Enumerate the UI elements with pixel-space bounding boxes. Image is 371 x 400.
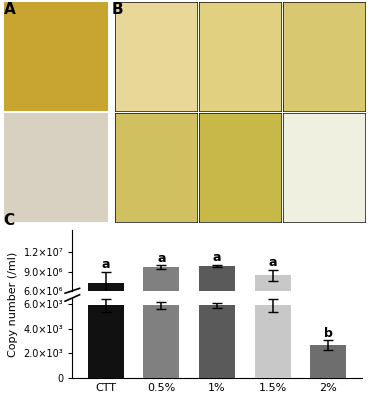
Text: b: b	[324, 327, 333, 340]
Title: CTT+0.5%NaCl: CTT+0.5%NaCl	[211, 0, 269, 1]
Bar	[199, 305, 235, 378]
Text: B: B	[111, 2, 123, 17]
Bar	[143, 267, 180, 329]
Text: a: a	[269, 256, 277, 269]
Bar	[88, 305, 124, 378]
Bar	[255, 276, 291, 329]
Text: a: a	[102, 258, 110, 271]
Text: C: C	[4, 213, 15, 228]
Text: A: A	[4, 2, 16, 17]
Bar	[199, 266, 235, 329]
Bar	[255, 305, 291, 378]
Title: CTT+1%NaCl: CTT+1%NaCl	[299, 0, 349, 1]
Text: a: a	[213, 251, 221, 264]
Bar	[310, 345, 347, 378]
Bar	[143, 305, 180, 378]
Bar	[88, 283, 124, 329]
Text: Copy number (/ml): Copy number (/ml)	[8, 251, 18, 357]
Title: CTT: CTT	[149, 0, 163, 1]
Text: a: a	[157, 252, 165, 264]
